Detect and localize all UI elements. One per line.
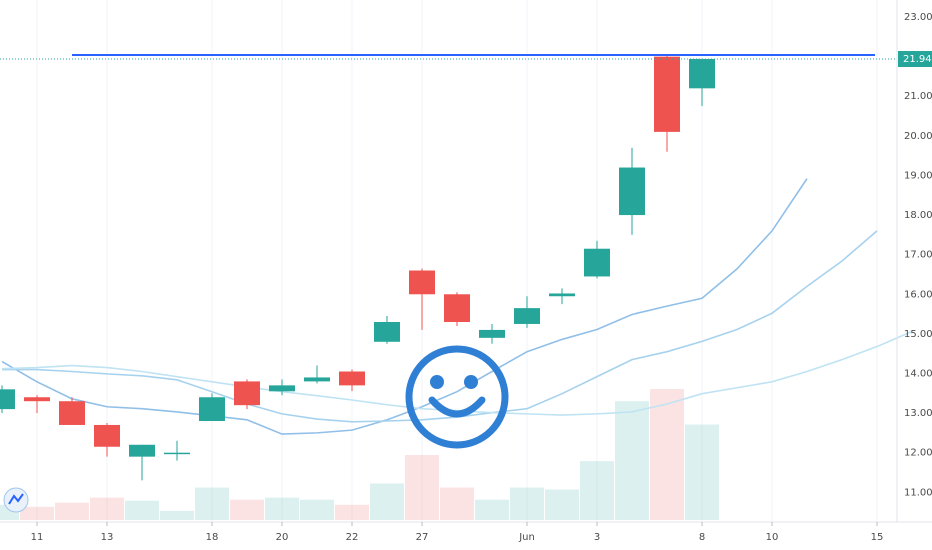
x-tick-label: 18: [206, 532, 219, 543]
x-tick-label: Jun: [518, 532, 535, 543]
y-tick-label: 12.00: [904, 448, 932, 459]
candle-body: [339, 371, 365, 386]
smiley-eye: [430, 375, 444, 389]
volume-bar: [650, 389, 684, 520]
logo-icon[interactable]: [8, 493, 24, 505]
candle-body: [129, 444, 155, 457]
volume-pane: [0, 389, 719, 520]
candle-body: [234, 381, 260, 406]
volume-bar: [300, 499, 334, 520]
volume-bar: [265, 497, 299, 520]
smiley-mouth: [428, 396, 486, 418]
x-tick-label: 10: [766, 532, 779, 543]
volume-bar: [475, 499, 509, 520]
axes: 11.00 12.00 13.00 14.00 15.00 16.00 17.00 18.00…: [31, 12, 932, 543]
last-price-badge: [898, 51, 932, 68]
x-tick-label: 3: [594, 532, 600, 543]
volume-bar: [440, 487, 474, 520]
candles: [0, 54, 715, 481]
candle-body: [164, 452, 190, 455]
candle-body: [24, 397, 50, 402]
candle-body: [59, 401, 85, 425]
volume-bar: [580, 461, 614, 520]
candle-body: [584, 248, 610, 277]
candle-body: [514, 308, 540, 324]
moving-average-line: [1, 178, 808, 435]
volume-bar: [90, 497, 124, 520]
smiley-eye: [464, 375, 478, 389]
volume-bar: [685, 424, 719, 520]
x-tick-label: 27: [416, 532, 429, 543]
volume-bar: [510, 487, 544, 520]
y-tick-label: 19.00: [904, 170, 932, 181]
volume-bar: [125, 500, 159, 520]
x-tick-label: 13: [101, 532, 114, 543]
volume-bar: [55, 502, 89, 520]
smiley-eyes: [430, 375, 478, 389]
y-tick-label: 13.00: [904, 408, 932, 419]
candle-body: [374, 321, 400, 342]
candle-body: [409, 270, 435, 295]
x-tick-label: 11: [31, 532, 44, 543]
volume-bar: [160, 510, 194, 520]
volume-bar: [405, 455, 439, 520]
last-price-label: 21.94: [903, 54, 932, 65]
candle-body: [689, 59, 715, 89]
candle-body: [94, 424, 120, 447]
smiley-drawing: [405, 345, 509, 449]
volume-bar: [615, 401, 649, 520]
candle-body: [549, 293, 575, 297]
y-tick-label: 20.00: [904, 131, 932, 142]
logo[interactable]: [3, 487, 29, 513]
y-tick-label: 11.00: [904, 487, 932, 498]
y-tick-label: 21.00: [904, 91, 932, 102]
smiley-face: [405, 345, 509, 449]
y-tick-label: 23.00: [904, 12, 932, 23]
volume-bar: [20, 506, 54, 520]
volume-bar: [335, 504, 369, 520]
x-tick-label: 20: [276, 532, 289, 543]
y-tick-label: 15.00: [904, 329, 932, 340]
y-tick-label: 14.00: [904, 368, 932, 379]
moving-average-line: [2, 230, 878, 423]
candle-body: [444, 294, 470, 322]
candle-body: [479, 329, 505, 338]
volume-bar: [370, 483, 404, 520]
y-tick-label: 16.00: [904, 289, 932, 300]
y-tick-label: 18.00: [904, 210, 932, 221]
overlay: [0, 54, 897, 60]
candle-body: [654, 56, 680, 132]
x-tick-label: 22: [346, 532, 359, 543]
x-tick-label: 8: [699, 532, 705, 543]
x-tick-label: 15: [871, 532, 884, 543]
volume-bar: [195, 487, 229, 520]
candle-body: [199, 397, 225, 422]
volume-bar: [230, 499, 264, 520]
candle-body: [269, 385, 295, 392]
candle-body: [619, 167, 645, 216]
grid: [36, 0, 878, 522]
y-tick-label: 17.00: [904, 250, 932, 261]
candle-body: [304, 377, 330, 382]
candle-body: [0, 389, 15, 410]
volume-bar: [545, 489, 579, 520]
